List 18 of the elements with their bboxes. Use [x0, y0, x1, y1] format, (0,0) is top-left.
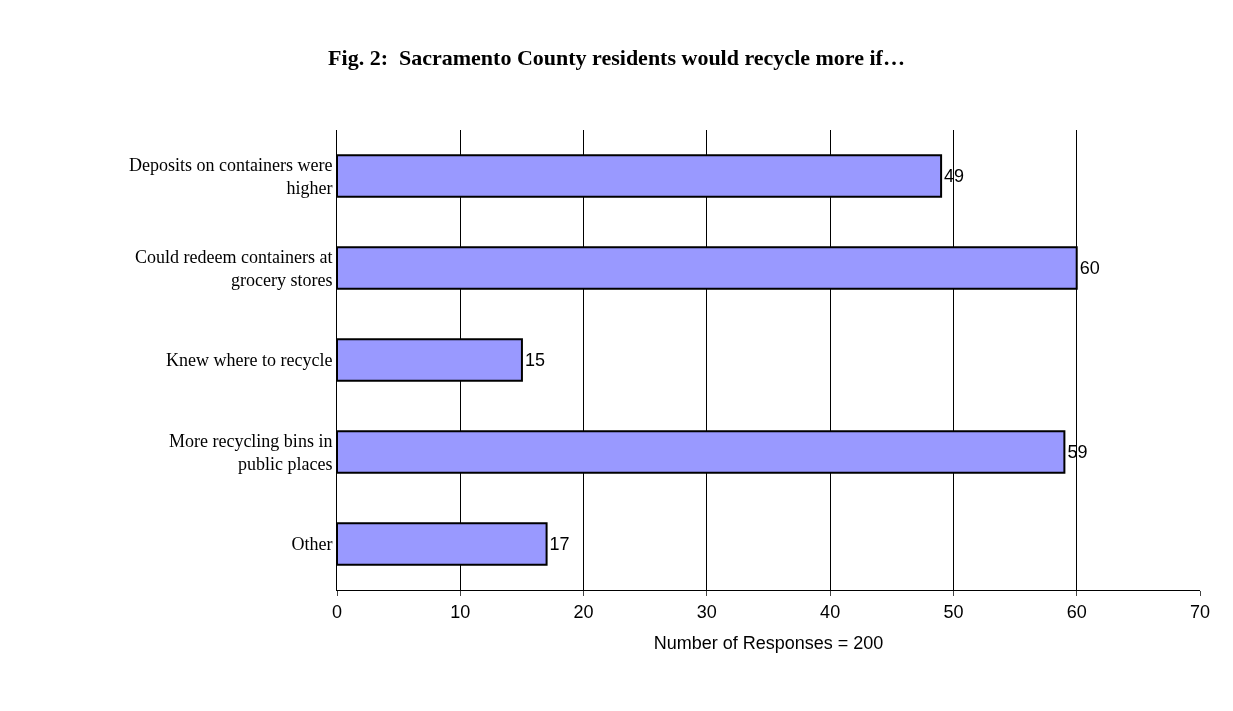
x-tick-label: 40	[820, 601, 841, 622]
x-tick-label: 20	[573, 601, 594, 622]
data-label: 17	[549, 534, 570, 554]
y-tick-label: Other	[291, 534, 333, 555]
x-tick-label: 0	[331, 601, 343, 622]
y-tick-label: Deposits on containers were higher	[128, 154, 333, 198]
y-tick-label: Could redeem containers at grocery stores	[134, 246, 333, 290]
x-tick-label: 10	[450, 601, 471, 622]
x-tick-label: 50	[943, 601, 964, 622]
x-tick-label: 30	[696, 601, 717, 622]
x-axis-title: Number of Responses = 200	[653, 632, 884, 653]
x-tick-label: 70	[1189, 601, 1211, 622]
x-tick-label: 60	[1066, 601, 1087, 622]
data-label: 60	[1079, 258, 1100, 278]
y-tick-label: Knew where to recycle	[165, 350, 333, 371]
y-tick-label: More recycling bins in public places	[168, 430, 333, 474]
data-label: 15	[524, 350, 545, 370]
chart-title: Fig. 2: Sacramento County residents would recycle more if…	[328, 45, 905, 71]
